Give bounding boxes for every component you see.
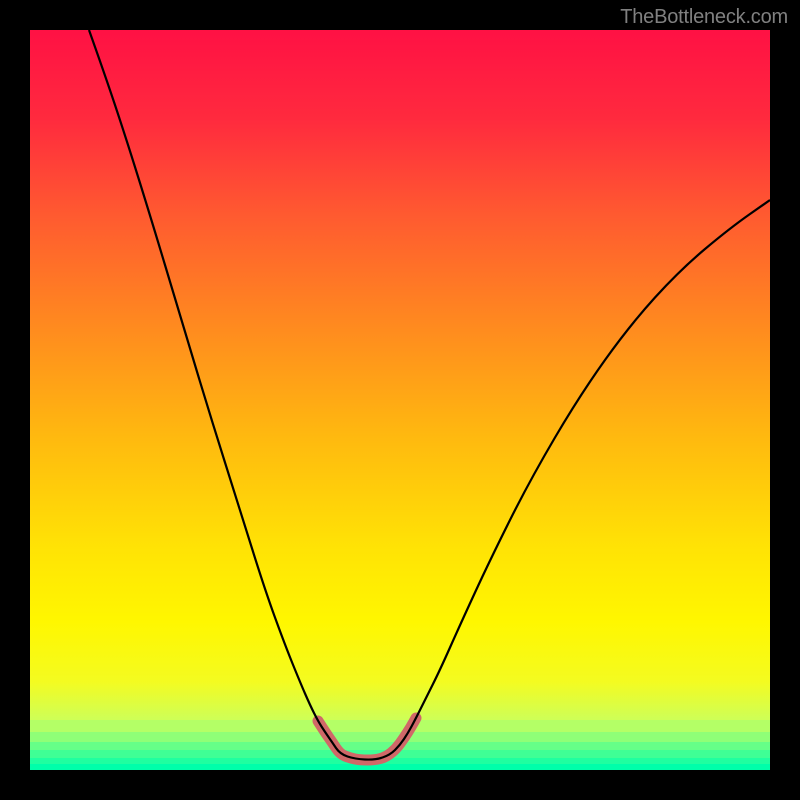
gradient-background <box>30 30 770 770</box>
bottleneck-chart <box>30 30 770 770</box>
green-band <box>30 764 770 770</box>
chart-frame: TheBottleneck.com <box>0 0 800 800</box>
watermark-label: TheBottleneck.com <box>620 6 788 29</box>
